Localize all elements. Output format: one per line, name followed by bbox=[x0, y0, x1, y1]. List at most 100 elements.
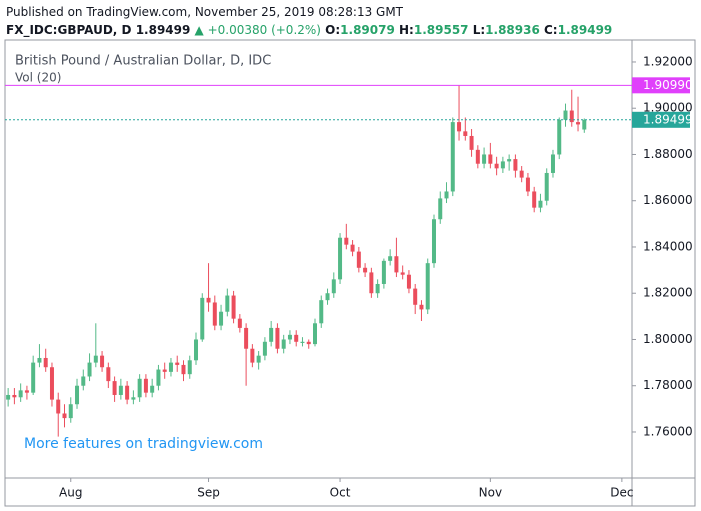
indicator-label: Vol (20) bbox=[15, 71, 61, 85]
candle-body bbox=[306, 341, 311, 345]
candle-body bbox=[569, 110, 574, 123]
ohlc-label: H: bbox=[399, 23, 414, 37]
candle-body bbox=[143, 378, 148, 393]
candle-body bbox=[563, 110, 568, 120]
candle-body bbox=[287, 334, 292, 340]
x-tick-label: Aug bbox=[59, 486, 82, 500]
price-label-box bbox=[632, 77, 690, 94]
candle-body bbox=[31, 362, 36, 393]
candle-body bbox=[406, 274, 411, 289]
candle-body bbox=[457, 122, 462, 132]
y-tick-label: 1.80000 bbox=[643, 332, 693, 346]
candle-body bbox=[369, 272, 374, 294]
last-price: 1.89499 bbox=[135, 23, 191, 37]
change: ▲ +0.00380 (+0.2%) bbox=[194, 23, 321, 37]
candle-body bbox=[43, 357, 48, 368]
candle-body bbox=[344, 237, 349, 245]
candle-body bbox=[24, 390, 29, 393]
header: Published on TradingView.com, November 2… bbox=[6, 3, 612, 39]
ohlc-value: 1.89079 bbox=[340, 23, 395, 37]
price-label: 1.90990 bbox=[643, 78, 693, 92]
candle-body bbox=[225, 295, 230, 312]
candle-body bbox=[106, 367, 111, 382]
candle-body bbox=[431, 219, 436, 264]
ohlc-label: L: bbox=[472, 23, 486, 37]
candle-body bbox=[475, 149, 480, 164]
candle-body bbox=[538, 200, 543, 208]
chart-frame bbox=[4, 39, 696, 507]
candle-body bbox=[519, 170, 524, 178]
candle-body bbox=[49, 367, 54, 400]
candle-body bbox=[206, 297, 211, 303]
y-tick-label: 1.76000 bbox=[643, 424, 693, 438]
candle-body bbox=[125, 385, 130, 400]
symbol: FX_IDC:GBPAUD, D bbox=[6, 23, 132, 37]
x-tick-label: Nov bbox=[479, 486, 502, 500]
candle-body bbox=[262, 341, 267, 356]
x-tick-label: Dec bbox=[610, 486, 633, 500]
candle-body bbox=[181, 364, 186, 375]
ohlc-value: 1.89499 bbox=[557, 23, 613, 37]
y-tick-label: 1.78000 bbox=[643, 378, 693, 392]
candle-body bbox=[237, 318, 242, 328]
candle-body bbox=[350, 244, 355, 252]
candle-body bbox=[168, 362, 173, 372]
candle-body bbox=[6, 394, 11, 400]
candle-body bbox=[194, 339, 199, 361]
candle-body bbox=[162, 369, 167, 372]
candle-body bbox=[12, 394, 17, 398]
candle-body bbox=[56, 399, 61, 414]
price-label: 1.89499 bbox=[643, 112, 693, 126]
candle-body bbox=[381, 260, 386, 284]
candle-body bbox=[93, 355, 98, 363]
y-tick-label: 1.88000 bbox=[643, 147, 693, 161]
ohlc-value: 1.88936 bbox=[485, 23, 540, 37]
ohlc-label: C: bbox=[544, 23, 558, 37]
candle-body bbox=[507, 159, 512, 162]
candle-body bbox=[425, 263, 430, 310]
published-line: Published on TradingView.com, November 2… bbox=[6, 5, 404, 19]
candle-body bbox=[256, 355, 261, 363]
candle-body bbox=[131, 397, 136, 400]
candle-body bbox=[275, 327, 280, 349]
candle-body bbox=[331, 279, 336, 294]
candle-body bbox=[532, 191, 537, 208]
candle-body bbox=[513, 159, 518, 171]
candle-body bbox=[200, 297, 205, 340]
candle-body bbox=[212, 302, 217, 326]
candle-body bbox=[313, 323, 317, 345]
candle-body bbox=[37, 357, 42, 363]
candle-body bbox=[87, 362, 92, 377]
candle-body bbox=[582, 119, 587, 130]
y-tick-label: 1.92000 bbox=[643, 54, 693, 68]
candle-body bbox=[576, 122, 581, 125]
ohlc-label: O: bbox=[325, 23, 341, 37]
candle-body bbox=[444, 191, 449, 199]
candle-body bbox=[557, 119, 562, 155]
candle-body bbox=[81, 376, 86, 386]
candle-body bbox=[469, 135, 474, 150]
candle-body bbox=[75, 385, 80, 405]
candle-body bbox=[250, 348, 255, 363]
candle-body bbox=[544, 172, 549, 201]
candle-body bbox=[150, 385, 155, 393]
candle-body bbox=[18, 390, 23, 398]
candle-body bbox=[175, 362, 180, 365]
candle-body bbox=[137, 378, 142, 398]
candle-body bbox=[356, 251, 361, 268]
y-tick-label: 1.86000 bbox=[643, 193, 693, 207]
candle-body bbox=[62, 413, 67, 419]
y-tick-label: 1.84000 bbox=[643, 239, 693, 253]
candle-body bbox=[394, 256, 399, 273]
candle-body bbox=[494, 163, 499, 169]
candle-body bbox=[118, 385, 123, 395]
watermark-link[interactable]: More features on tradingview.com bbox=[24, 436, 263, 452]
candle-body bbox=[231, 295, 236, 319]
candle-body bbox=[294, 334, 299, 342]
ohlc-value: 1.89557 bbox=[413, 23, 469, 37]
symbol-line: FX_IDC:GBPAUD, D 1.89499 ▲ +0.00380 (+0.… bbox=[6, 21, 612, 39]
candle-body bbox=[187, 360, 192, 375]
candle-body bbox=[482, 154, 487, 164]
